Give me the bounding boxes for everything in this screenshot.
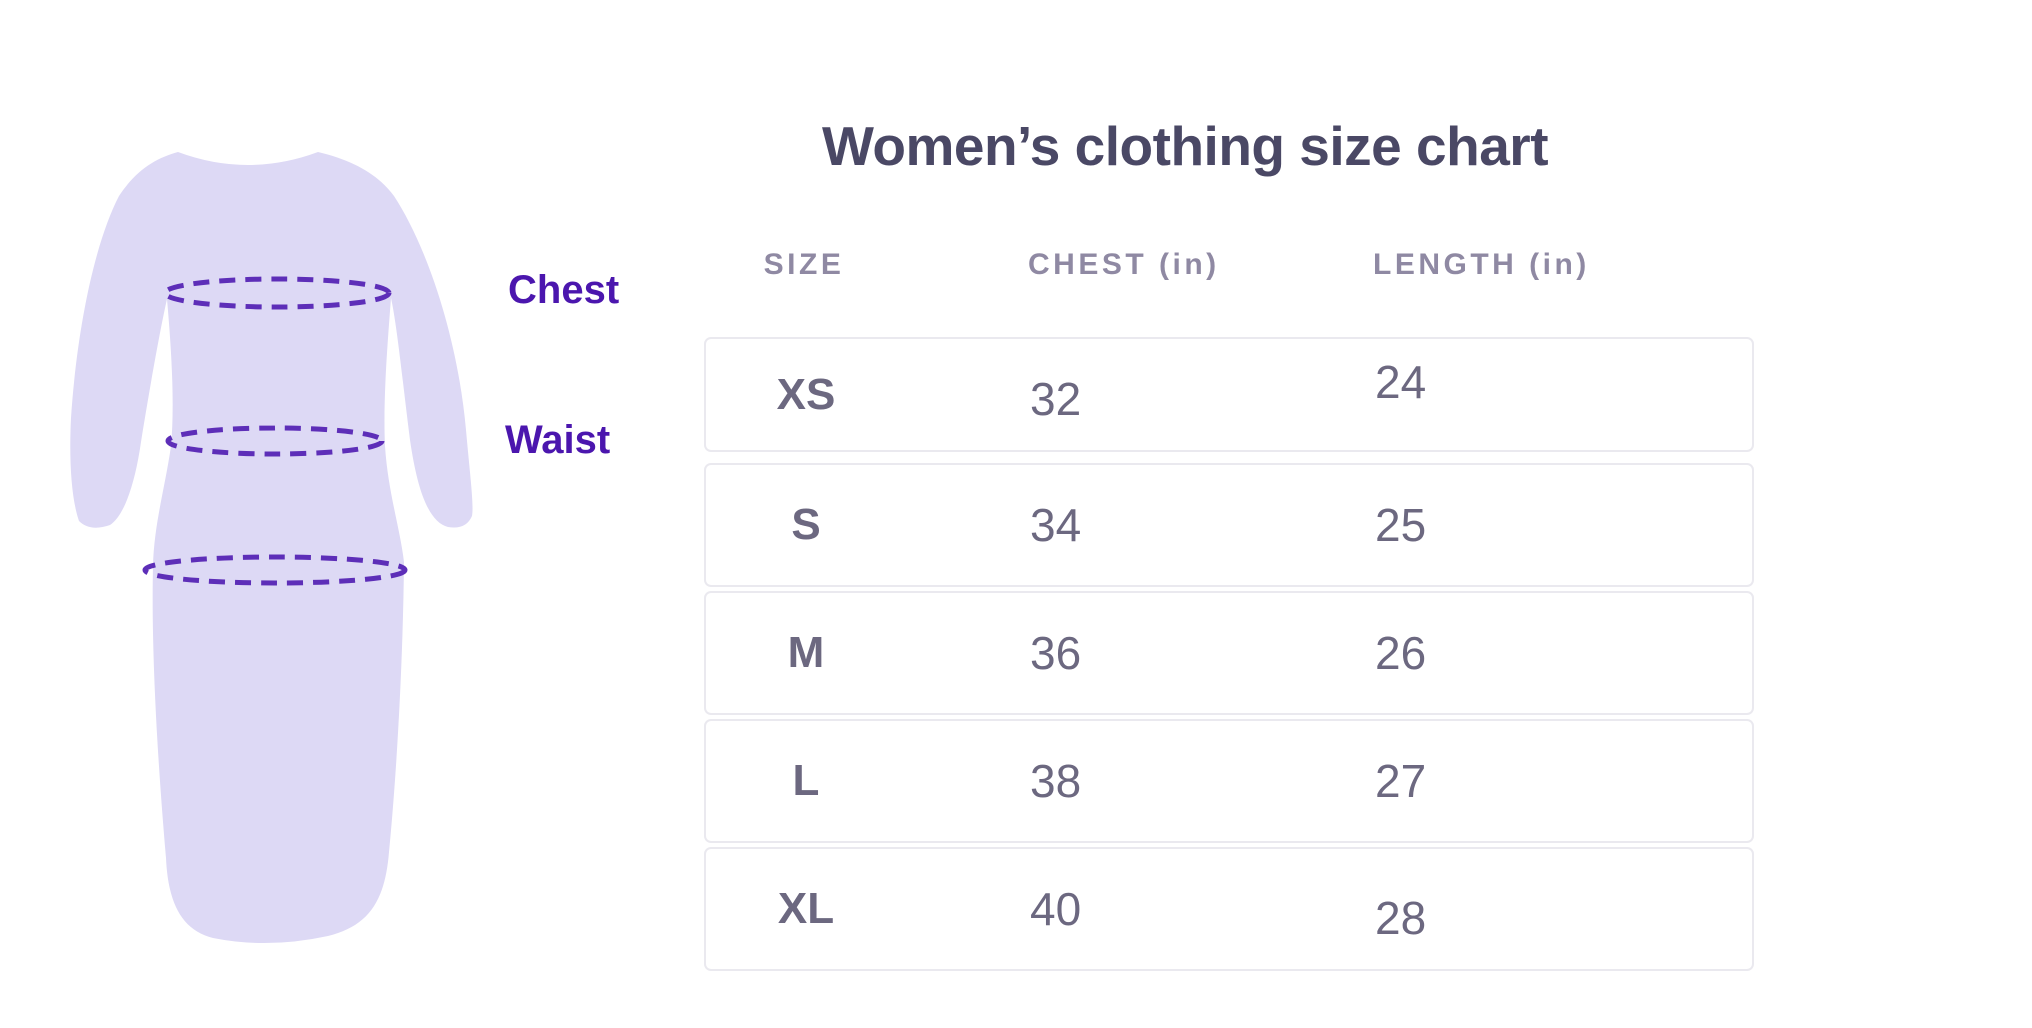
page-title: Women’s clothing size chart — [821, 115, 1549, 177]
hip-measure-line — [142, 554, 408, 586]
table-row: XL 40 28 — [704, 847, 1754, 971]
table-row: S 34 25 — [704, 463, 1754, 587]
length-cell: 27 — [1375, 755, 1427, 807]
chest-measure-line — [162, 276, 392, 310]
table-row: M 36 26 — [704, 591, 1754, 715]
length-cell: 24 — [1375, 355, 1427, 408]
chest-cell: 36 — [1030, 627, 1082, 679]
table-row: XS 32 24 — [704, 337, 1754, 452]
length-cell: 28 — [1375, 892, 1427, 944]
size-table-header: SIZE CHEST (in) LENGTH (in) — [704, 244, 1754, 286]
waist-label: Waist — [505, 418, 611, 462]
chest-cell: 32 — [1030, 372, 1082, 425]
length-cell: 26 — [1375, 627, 1427, 679]
column-header-size: SIZE — [763, 248, 845, 281]
length-cell: 25 — [1375, 499, 1427, 551]
chest-label: Chest — [508, 268, 620, 312]
chest-cell: 38 — [1030, 755, 1082, 807]
size-cell: XS — [776, 369, 836, 419]
table-row: L 38 27 — [704, 719, 1754, 843]
size-cell: L — [792, 756, 820, 805]
size-cell: M — [787, 628, 825, 677]
dress-silhouette — [70, 152, 473, 944]
size-cell: XL — [777, 884, 835, 933]
dress-illustration — [70, 152, 473, 944]
size-table-body: XS 32 24 S 34 25 M 36 26 L 38 27 XL 40 — [704, 337, 1754, 971]
column-header-chest: CHEST (in) — [1028, 248, 1220, 281]
chest-cell: 34 — [1030, 499, 1082, 551]
chest-cell: 40 — [1030, 883, 1082, 935]
size-cell: S — [791, 500, 821, 549]
size-table: SIZE CHEST (in) LENGTH (in) XS 32 24 S 3… — [704, 244, 1754, 971]
column-header-length: LENGTH (in) — [1373, 248, 1590, 281]
waist-measure-line — [165, 425, 385, 457]
